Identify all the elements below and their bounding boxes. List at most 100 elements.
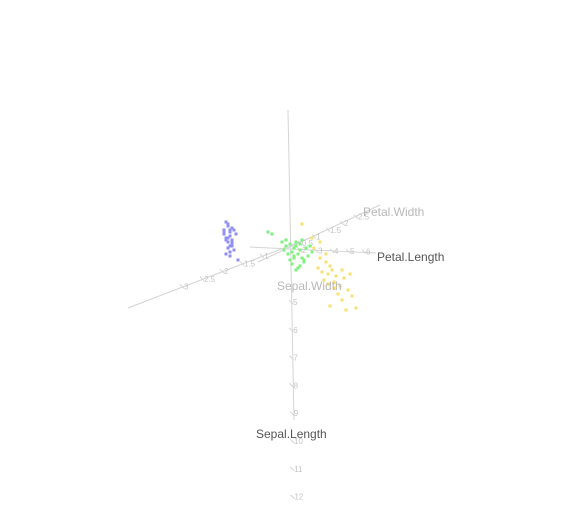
data-point <box>326 282 330 286</box>
data-point <box>270 232 274 236</box>
sepal-width-tick-label: 2 <box>224 267 229 276</box>
data-point <box>226 236 230 240</box>
sepal-width-tick-mark <box>179 284 185 289</box>
data-point <box>286 252 290 256</box>
petal-width-tick-mark <box>325 227 331 233</box>
data-point <box>298 264 302 268</box>
data-point <box>354 306 358 310</box>
data-point <box>288 258 292 262</box>
data-point <box>342 276 346 280</box>
data-point <box>224 238 228 242</box>
petal-width-tick-mark <box>339 220 345 226</box>
data-point <box>324 252 328 256</box>
data-point <box>312 246 316 250</box>
data-point <box>302 258 306 262</box>
data-point <box>306 254 310 258</box>
data-point <box>308 244 312 248</box>
axis-titles: Petal.Width Petal.Length Sepal.Width Sep… <box>256 205 444 441</box>
data-point <box>336 292 340 296</box>
sepal-length-tick-label: 6 <box>293 326 298 335</box>
sepal-length-tick-label: 5 <box>293 298 298 307</box>
petal-length-title: Petal.Length <box>377 250 444 264</box>
sepal-width-title: Sepal.Width <box>277 279 342 293</box>
petal-width-tick-mark <box>311 234 317 239</box>
sepal-length-tick-mark <box>289 438 295 444</box>
data-point <box>230 244 234 248</box>
sepal-length-tick-label: 11 <box>294 465 303 474</box>
data-point <box>296 252 300 256</box>
data-point <box>228 230 232 234</box>
data-point <box>228 234 232 238</box>
petal-length-tick-mark <box>329 248 335 254</box>
data-point <box>326 272 330 276</box>
sepal-width-tick-mark <box>259 253 265 259</box>
sepal-length-tick-label: 7 <box>293 354 298 363</box>
petal-width-axis-line <box>257 204 381 263</box>
data-point <box>294 244 298 248</box>
data-point <box>290 250 294 254</box>
data-point <box>284 244 288 248</box>
data-point <box>334 274 338 278</box>
data-point <box>234 232 238 236</box>
data-point <box>224 252 228 256</box>
data-point <box>332 286 336 290</box>
data-point <box>230 242 234 246</box>
data-point <box>222 228 226 232</box>
points-layer <box>222 220 358 312</box>
data-point <box>292 254 296 258</box>
data-point <box>228 244 232 248</box>
petal-length-tick-label: 5 <box>350 247 355 256</box>
data-point <box>318 256 322 260</box>
sepal-width-tick-label: 3 <box>184 282 189 291</box>
data-point <box>226 224 230 228</box>
petal-width-tick-label: 2.5 <box>358 213 370 222</box>
data-point <box>328 304 332 308</box>
data-point <box>230 238 234 242</box>
data-point <box>230 226 234 230</box>
data-point <box>344 308 348 312</box>
petal-width-tick-label: 1 <box>316 232 321 241</box>
sepal-width-tick-label: 2.5 <box>204 275 216 284</box>
data-point <box>288 242 292 246</box>
data-point <box>348 272 352 276</box>
data-point <box>292 256 296 260</box>
data-point <box>222 232 226 236</box>
data-point <box>316 266 320 270</box>
data-point <box>228 254 232 258</box>
sepal-length-title: Sepal.Length <box>256 427 327 441</box>
data-point <box>332 280 336 284</box>
data-point <box>226 246 230 250</box>
data-point <box>292 246 296 250</box>
data-point <box>300 238 304 242</box>
data-point <box>228 250 232 254</box>
sepal-width-tick-label: 1.5 <box>244 260 256 269</box>
data-point <box>298 242 302 246</box>
sepal-length-tick-mark <box>288 327 294 333</box>
data-point <box>298 248 302 252</box>
sepal-length-tick-mark <box>289 383 294 388</box>
data-point <box>294 240 298 244</box>
data-point <box>320 270 324 274</box>
petal-width-title: Petal.Width <box>363 205 424 219</box>
data-point <box>224 220 228 224</box>
data-point <box>310 236 314 240</box>
sepal-width-tick-label: 1 <box>264 252 269 261</box>
petal-length-tick-mark <box>361 249 367 254</box>
sepal-length-tick-mark <box>288 299 294 305</box>
petal-length-tick-label: 3 <box>318 246 323 255</box>
sepal-length-tick-mark <box>289 466 295 472</box>
data-point <box>224 236 228 240</box>
data-point <box>322 278 326 282</box>
petal-width-tick-label: 0.5 <box>302 239 314 248</box>
sepal-length-tick-label: 12 <box>294 493 303 502</box>
data-point <box>350 294 354 298</box>
sepal-width-axis-line <box>127 237 311 309</box>
petal-width-tick-mark <box>353 214 359 219</box>
data-point <box>284 238 288 242</box>
data-point <box>226 240 230 244</box>
sepal-length-tick-label: 8 <box>294 381 299 390</box>
data-point <box>300 256 304 260</box>
